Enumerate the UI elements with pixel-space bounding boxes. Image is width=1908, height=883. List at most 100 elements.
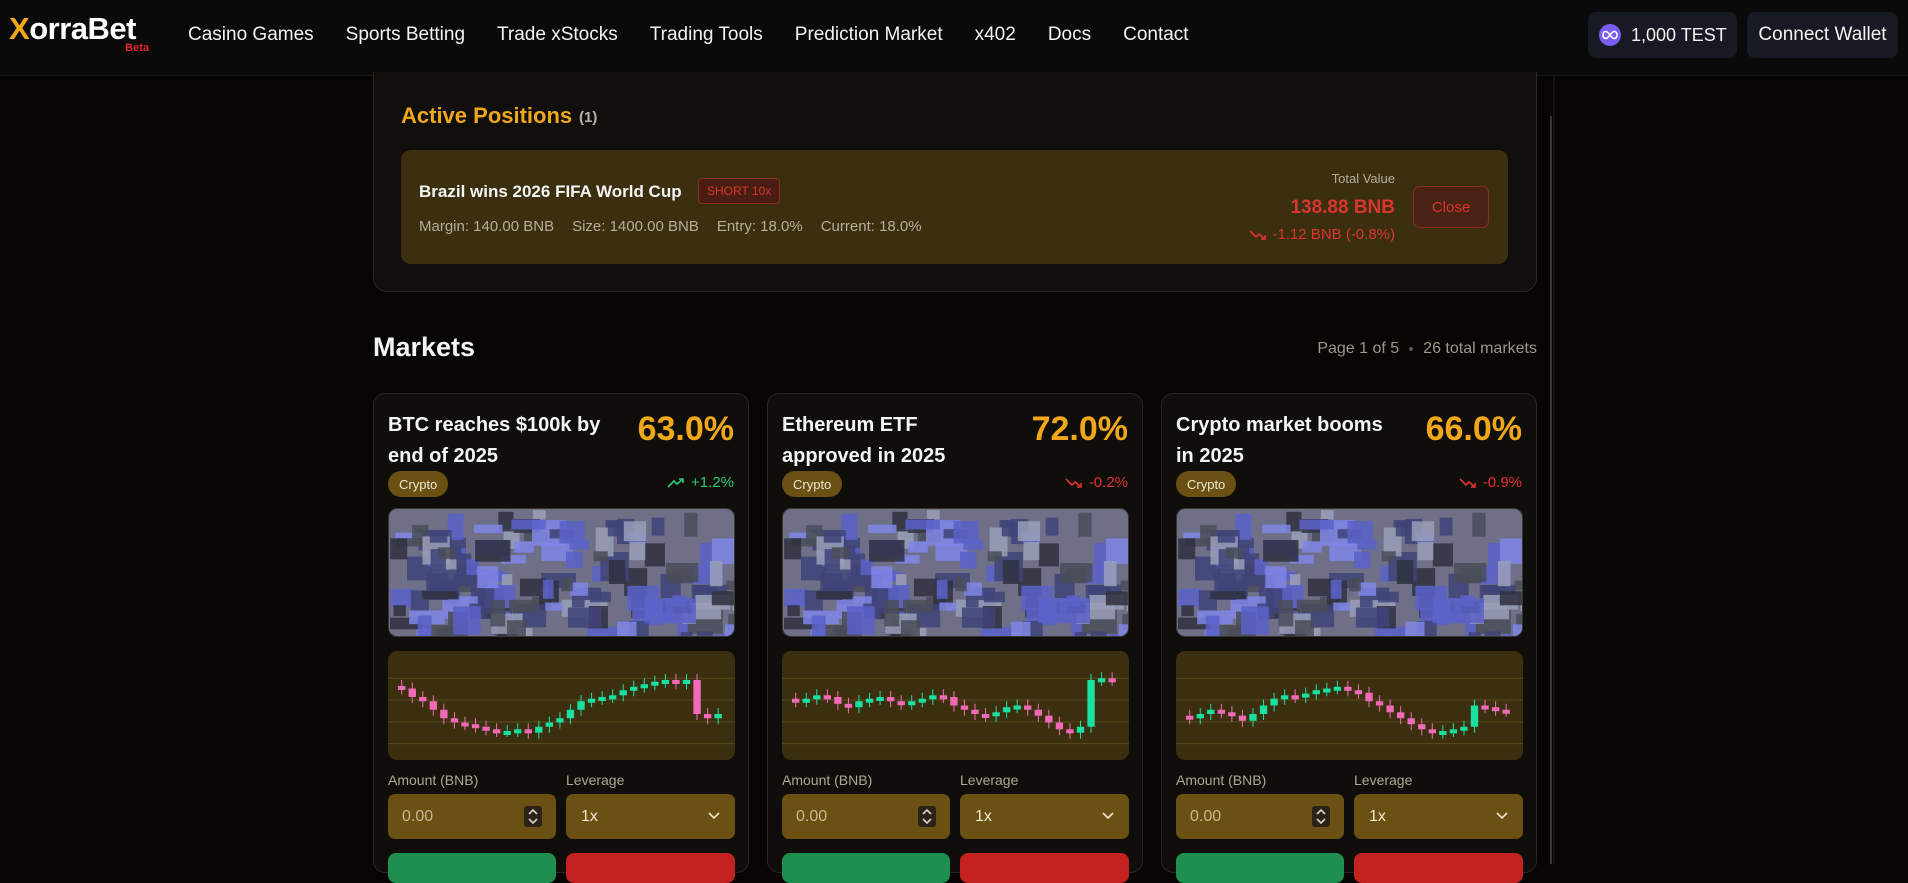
position-size: Size: 1400.00 BNB — [572, 218, 699, 235]
candle-body — [556, 718, 564, 723]
market-change: -0.9% — [1459, 474, 1522, 491]
candle-body — [1386, 705, 1394, 713]
leverage-value: 1x — [975, 807, 992, 825]
candle-body — [703, 714, 712, 719]
candle-body — [1502, 709, 1510, 714]
candle-body — [1344, 686, 1352, 691]
market-change-text: -0.9% — [1482, 474, 1522, 491]
candle-body — [908, 701, 916, 706]
leverage-label: Leverage — [566, 772, 625, 788]
amount-stepper[interactable] — [524, 806, 542, 827]
candle-body — [813, 695, 821, 700]
market-probability: 72.0% — [1031, 410, 1128, 448]
market-change: -0.2% — [1065, 474, 1128, 491]
sell-button[interactable] — [566, 853, 735, 883]
candle-body — [1207, 709, 1215, 714]
buy-button[interactable] — [1176, 853, 1344, 883]
candle-body — [514, 729, 522, 734]
candle-body — [492, 729, 501, 734]
nav-x402[interactable]: x402 — [974, 24, 1016, 45]
leverage-value: 1x — [581, 807, 598, 825]
category-tag: Crypto — [1176, 471, 1237, 497]
main-nav: Casino Games Sports Betting Trade xStock… — [188, 0, 1189, 70]
candle-body — [876, 697, 884, 701]
buy-button[interactable] — [388, 853, 556, 883]
candle-body — [1333, 686, 1342, 691]
candle-body — [619, 690, 627, 696]
beta-badge: Beta — [125, 42, 149, 54]
leverage-select[interactable]: 1x — [566, 794, 735, 839]
logo[interactable]: XorraBet Beta — [9, 12, 159, 56]
trend-up-icon — [667, 477, 684, 488]
candle-body — [939, 695, 948, 700]
candle-body — [802, 698, 810, 703]
position-margin: Margin: 140.00 BNB — [419, 218, 555, 235]
nav-trade-xstocks[interactable]: Trade xStocks — [497, 24, 618, 45]
market-card[interactable]: Ethereum ETF approved in 2025 72.0% Cryp… — [767, 393, 1143, 883]
candle-body — [960, 705, 969, 710]
candle-body — [1196, 714, 1204, 719]
amount-stepper[interactable] — [1312, 806, 1330, 827]
candle-body — [482, 726, 490, 731]
nav-sports-betting[interactable]: Sports Betting — [345, 24, 466, 45]
amount-stepper[interactable] — [918, 806, 936, 827]
nav-prediction-market[interactable]: Prediction Market — [794, 24, 943, 45]
position-side-badge: SHORT 10x — [698, 178, 781, 204]
candle-body — [1428, 729, 1436, 734]
close-position-button[interactable]: Close — [1413, 186, 1489, 228]
leverage-select[interactable]: 1x — [960, 794, 1129, 839]
candle-body — [661, 680, 670, 684]
market-image-art — [783, 509, 1128, 636]
candle-body — [1407, 718, 1415, 725]
balance-amount: 1,000 TEST — [1631, 24, 1727, 45]
candle-body — [1291, 695, 1299, 700]
market-image — [388, 508, 735, 637]
chevron-down-icon — [1496, 812, 1508, 820]
candle-body — [950, 697, 958, 706]
candle-body — [971, 709, 979, 714]
market-title: Ethereum ETF approved in 2025 — [782, 414, 946, 467]
candle-body — [566, 709, 575, 719]
scrollbar[interactable] — [1550, 116, 1552, 864]
candle-body — [535, 726, 543, 733]
candle-body — [1460, 726, 1468, 731]
candle-body — [1449, 729, 1458, 734]
leverage-select[interactable]: 1x — [1354, 794, 1523, 839]
candle-body — [672, 680, 680, 684]
candle-body — [408, 688, 416, 697]
amount-label: Amount (BNB) — [1176, 772, 1267, 788]
candle-body — [1055, 722, 1064, 730]
amount-input[interactable] — [1176, 794, 1344, 839]
market-card[interactable]: BTC reaches $100k by end of 2025 63.0% C… — [373, 393, 749, 883]
candle-body — [1238, 715, 1247, 721]
candle-body — [1439, 731, 1447, 735]
candle-body — [1354, 690, 1363, 695]
sell-button[interactable] — [1354, 853, 1523, 883]
logo-text: orraBet — [29, 11, 136, 46]
balance-display[interactable]: 1,000 TEST — [1588, 12, 1737, 58]
connect-wallet-button[interactable]: Connect Wallet — [1747, 12, 1898, 58]
market-image — [1176, 508, 1523, 637]
total-markets: 26 total markets — [1423, 340, 1537, 357]
nav-contact[interactable]: Contact — [1123, 24, 1189, 45]
candle-body — [1270, 698, 1278, 706]
candle-body — [1097, 678, 1106, 683]
candle-body — [1280, 695, 1289, 700]
sell-button[interactable] — [960, 853, 1129, 883]
infinity-icon — [1599, 24, 1621, 46]
buy-button[interactable] — [782, 853, 950, 883]
candle-body — [929, 695, 937, 700]
position-current: Current: 18.0% — [820, 218, 922, 235]
nav-trading-tools[interactable]: Trading Tools — [649, 24, 763, 45]
market-image-art — [389, 509, 734, 636]
candle-body — [981, 714, 990, 718]
leverage-label: Leverage — [1354, 772, 1413, 788]
markets-pagination: Page 1 of 5 26 total markets — [1317, 340, 1537, 358]
candle-body — [1066, 729, 1074, 734]
candle-body — [682, 680, 691, 684]
nav-docs[interactable]: Docs — [1047, 24, 1092, 45]
candle-body — [1323, 688, 1331, 693]
market-card[interactable]: Crypto market booms in 2025 66.0% Crypto… — [1161, 393, 1537, 883]
nav-casino-games[interactable]: Casino Games — [188, 24, 314, 45]
market-title: Crypto market booms in 2025 — [1176, 414, 1383, 467]
